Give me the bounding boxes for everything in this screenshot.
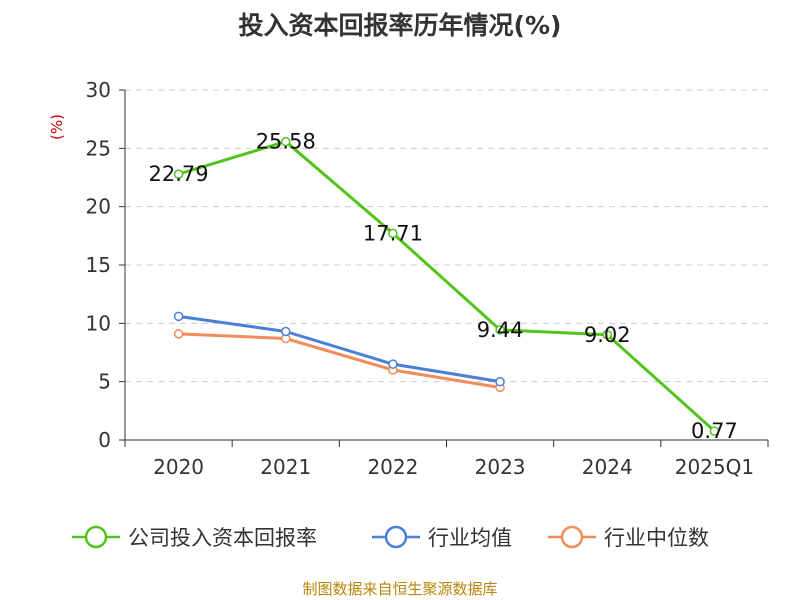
series-line-2	[178, 332, 501, 389]
x-tick-label-2024: 2024	[582, 455, 633, 479]
legend-item-industry-median[interactable]: 行业中位数	[548, 520, 709, 554]
data-point-1-2	[388, 359, 398, 369]
data-label-5: 0.77	[691, 419, 738, 443]
data-labels: 22.79 25.58 17.71 9.44 9.02 0.77	[149, 130, 738, 443]
data-point-0-5	[709, 426, 720, 436]
data-point-1-0	[173, 311, 184, 322]
x-tick-label-2022: 2022	[367, 455, 418, 479]
y-axis-label: (%)	[48, 114, 66, 140]
legend-swatch-industry-median	[548, 525, 596, 549]
data-label-0: 22.79	[149, 162, 209, 186]
data-label-1: 25.58	[256, 130, 316, 154]
y-tick-label-0: 0	[98, 428, 111, 452]
x-tick-label-2020: 2020	[153, 455, 204, 479]
chart-title: 投入资本回报率历年情况(%)	[238, 11, 562, 40]
legend-label-company: 公司投入资本回报率	[128, 526, 317, 550]
data-label-4: 9.02	[584, 323, 631, 347]
series-line-1	[178, 314, 501, 384]
y-tick-label-20: 20	[86, 195, 111, 219]
legend-label-industry-mean: 行业均值	[428, 526, 512, 550]
legend-item-company[interactable]: 公司投入资本回报率	[72, 520, 317, 554]
axes: 0 5 10 15 20 25 30 2020 2021 2022 2023 2024 2025Q1 (%…	[48, 78, 769, 479]
legend-item-industry-mean[interactable]: 行业均值	[372, 520, 512, 554]
y-tick-label-10: 10	[86, 311, 111, 335]
data-point-0-1	[281, 136, 291, 147]
x-tick-label-2021: 2021	[260, 455, 311, 479]
y-tick-label-30: 30	[86, 78, 111, 102]
y-tick-label-15: 15	[86, 253, 111, 277]
legend-label-industry-median: 行业中位数	[604, 526, 709, 550]
data-point-1-1	[281, 326, 291, 337]
legend-swatch-company	[72, 525, 120, 549]
data-label-3: 9.44	[477, 318, 524, 342]
y-tick-label-25: 25	[86, 136, 111, 160]
data-point-0-0	[173, 169, 184, 179]
source-note: 制图数据来自恒生聚源数据库	[302, 580, 498, 598]
data-point-0-3	[495, 325, 505, 335]
legend: 公司投入资本回报率 行业均值 行业中位数	[0, 520, 800, 554]
grid-lines	[125, 89, 768, 383]
x-tick-label-2025Q1: 2025Q1	[675, 455, 754, 479]
series-line-0	[178, 140, 716, 433]
data-label-2: 17.71	[363, 221, 423, 245]
series-lines	[173, 136, 720, 436]
x-tick-label-2023: 2023	[475, 455, 526, 479]
y-tick-label-5: 5	[98, 370, 111, 394]
data-point-2-0	[173, 329, 184, 339]
data-point-1-3	[495, 376, 505, 387]
data-point-0-2	[388, 228, 398, 239]
data-point-0-4	[602, 330, 612, 340]
legend-swatch-industry-mean	[372, 525, 420, 549]
